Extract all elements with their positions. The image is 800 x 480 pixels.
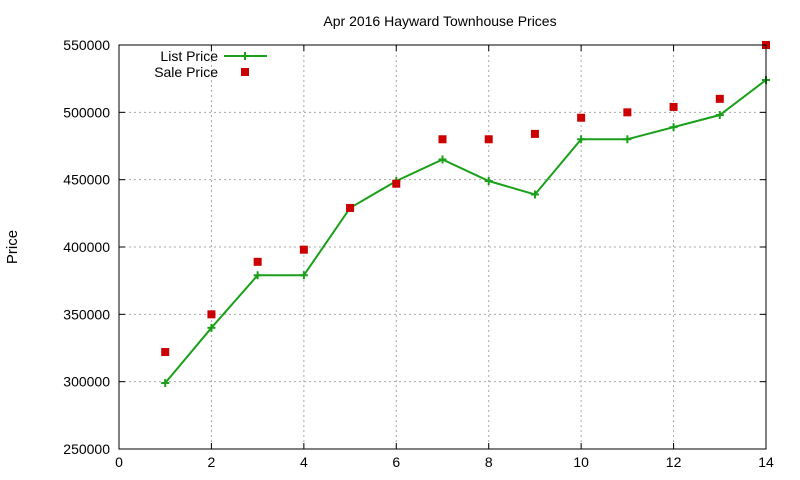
y-tick-label: 400000	[63, 239, 110, 255]
data-point	[484, 135, 493, 144]
data-point	[623, 135, 632, 144]
y-tick-label: 250000	[63, 441, 110, 457]
x-tick-label: 8	[485, 454, 493, 470]
data-point	[623, 108, 632, 117]
data-point	[530, 129, 539, 138]
axis-ticks: 0 2 4 6 8 10 12 14 250000 300000 350000 400000 45000…	[63, 37, 774, 470]
series-2	[161, 41, 770, 357]
data-point	[346, 203, 355, 212]
data-point	[715, 111, 724, 120]
x-tick-label: 2	[208, 454, 216, 470]
data-point	[438, 135, 447, 144]
legend-marker	[241, 52, 249, 60]
y-tick-label: 450000	[63, 172, 110, 188]
grid	[119, 45, 766, 449]
data-point	[161, 379, 170, 388]
plot-frame	[118, 44, 767, 450]
data-point	[715, 94, 724, 103]
y-tick-label: 500000	[63, 104, 110, 120]
data-point	[577, 113, 586, 122]
x-tick-label: 4	[300, 454, 308, 470]
legend-label: List Price	[160, 48, 218, 64]
data-point	[299, 271, 308, 280]
x-tick-label: 12	[666, 454, 682, 470]
y-tick-label: 550000	[63, 37, 110, 53]
y-tick-label: 300000	[63, 374, 110, 390]
chart-title: Apr 2016 Hayward Townhouse Prices	[323, 13, 556, 29]
data-point	[253, 257, 262, 266]
x-tick-label: 6	[392, 454, 400, 470]
legend-marker	[241, 68, 249, 76]
data-point	[530, 190, 539, 199]
y-tick-label: 350000	[63, 306, 110, 322]
data-point	[669, 123, 678, 132]
y-axis-label: Price	[4, 230, 21, 264]
data-point	[207, 323, 216, 332]
data-point	[484, 177, 493, 186]
data-point	[161, 348, 170, 357]
series-line	[164, 79, 767, 384]
series-1	[161, 76, 770, 388]
series-layer	[161, 41, 770, 388]
x-tick-label: 14	[758, 454, 774, 470]
data-point	[207, 310, 216, 319]
data-point	[577, 135, 586, 144]
data-point	[392, 179, 401, 188]
x-tick-label: 0	[115, 454, 123, 470]
data-point	[253, 271, 262, 280]
data-point	[669, 102, 678, 111]
x-tick-label: 10	[573, 454, 589, 470]
data-point	[299, 245, 308, 254]
legend-label: Sale Price	[154, 64, 218, 80]
data-point	[438, 155, 447, 164]
